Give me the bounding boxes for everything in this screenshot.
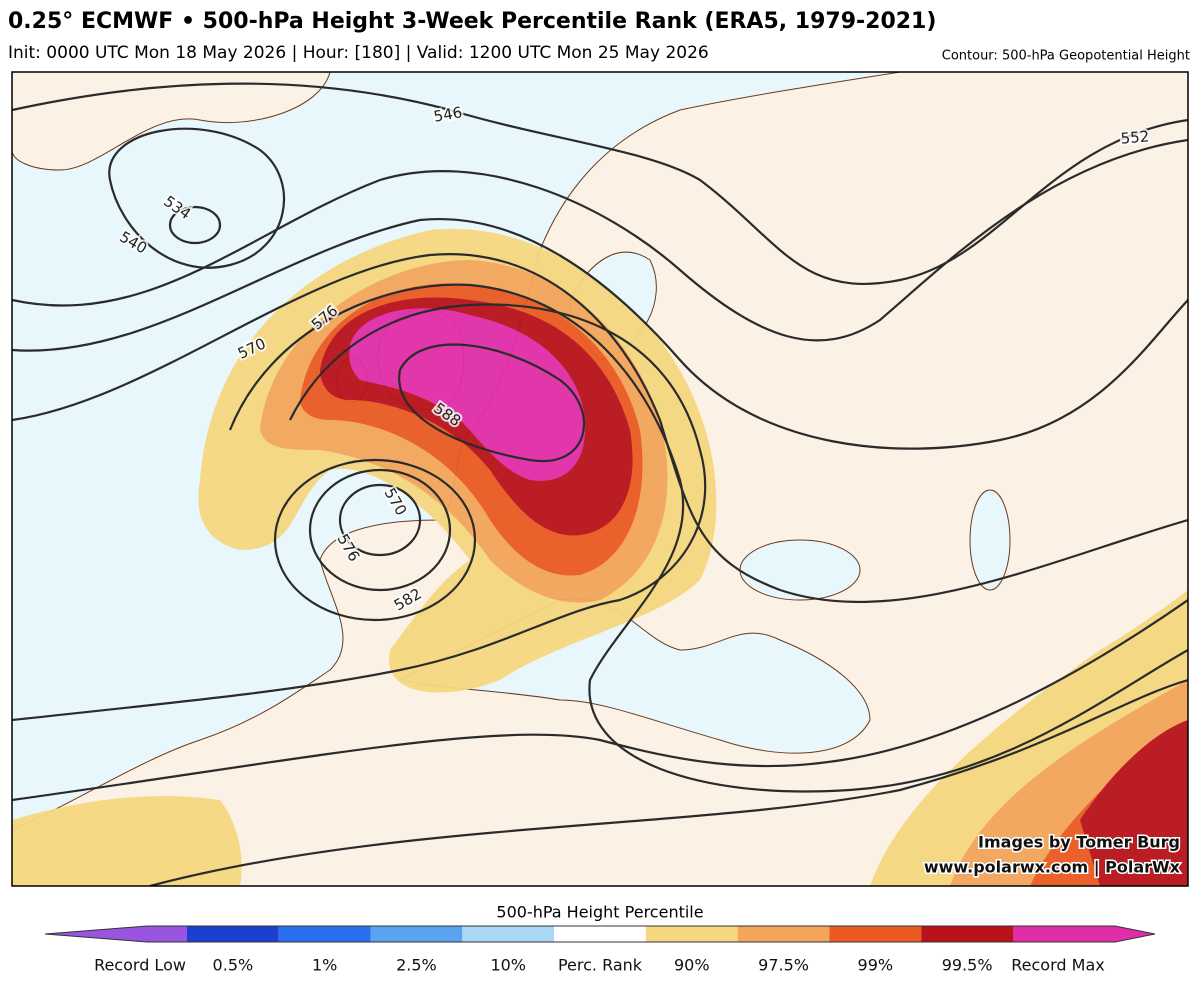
- colorbar-segment: [829, 926, 922, 942]
- colorbar-label: 0.5%: [213, 956, 254, 975]
- colorbar-segment: [921, 926, 1013, 942]
- credit: Images by Tomer Burg www.polarwx.com | P…: [922, 831, 1182, 879]
- colorbar-segment: [554, 926, 646, 942]
- colorbar-segment: [370, 926, 463, 942]
- colorbar-segment: [45, 926, 187, 942]
- contours: [12, 82, 1188, 886]
- percentile-shading: [12, 228, 1188, 886]
- credit-line: Images by Tomer Burg: [978, 833, 1180, 852]
- colorbar-segment: [278, 926, 371, 942]
- colorbar-label: 2.5%: [396, 956, 437, 975]
- contour-note: Contour: 500-hPa Geopotential Height: [942, 49, 1190, 64]
- colorbar-segment: [645, 926, 738, 942]
- colorbar-label: Record Max: [1011, 956, 1104, 975]
- title: 0.25° ECMWF • 500-hPa Height 3-Week Perc…: [8, 9, 936, 34]
- colorbar-label: 90%: [674, 956, 710, 975]
- colorbar-segment: [187, 926, 279, 942]
- colorbar-label: 99.5%: [942, 956, 993, 975]
- colorbar-label: 1%: [312, 956, 337, 975]
- colorbar-segment: [1013, 926, 1155, 942]
- colorbar-title: 500-hPa Height Percentile: [496, 903, 703, 922]
- colorbar-label: Perc. Rank: [558, 956, 643, 975]
- credit-line: www.polarwx.com | PolarWx: [924, 858, 1181, 878]
- contour-label: 552: [1120, 127, 1150, 147]
- colorbar-label: 10%: [490, 956, 526, 975]
- colorbar-label: 97.5%: [758, 956, 809, 975]
- colorbar: Record Low 0.5% 1% 2.5% 10% Perc. Rank 90% 97.5…: [44, 925, 1156, 975]
- colorbar-segment: [737, 926, 830, 942]
- map-frame: [11, 71, 1189, 887]
- colorbar-label: Record Low: [94, 956, 186, 975]
- colorbar-outline: [44, 925, 1156, 943]
- colorbar-segment: [462, 926, 555, 942]
- subtitle: Init: 0000 UTC Mon 18 May 2026 | Hour: […: [8, 43, 709, 63]
- colorbar-label: 99%: [858, 956, 894, 975]
